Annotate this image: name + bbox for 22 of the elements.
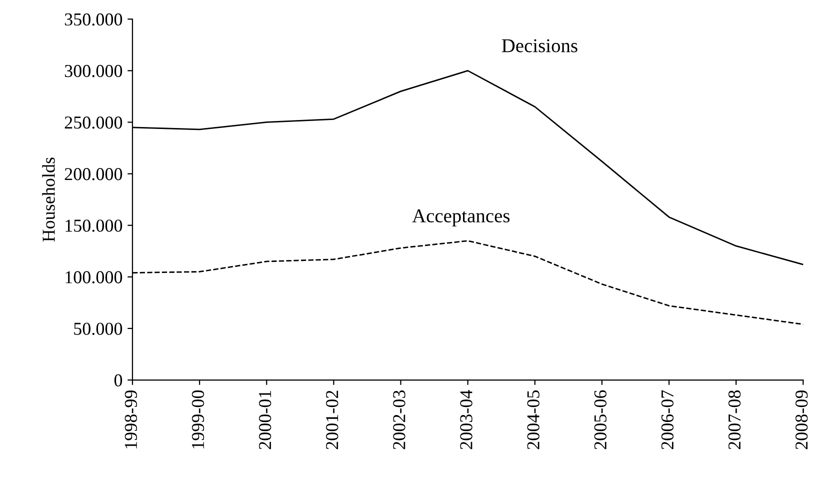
series-label: Decisions <box>502 39 578 52</box>
x-tick-label: 2000-01 <box>258 390 272 450</box>
x-tick-label: 2004-05 <box>527 390 540 450</box>
x-tick-label: 2002-03 <box>393 390 406 450</box>
x-tick-label: 2001-02 <box>326 390 338 450</box>
series-label: Acceptances <box>412 209 510 226</box>
y-tick-label: 100.000 <box>66 271 122 284</box>
x-tick-label: 2007-08 <box>728 390 741 450</box>
y-tick-label: 150.000 <box>66 220 122 232</box>
y-axis-title: Households <box>42 158 55 242</box>
x-tick-label: 2008-09 <box>795 390 808 450</box>
y-tick-label: 350.000 <box>64 13 122 26</box>
x-tick-label: 1999-00 <box>192 390 204 448</box>
y-tick-label: 200.000 <box>64 168 122 180</box>
x-tick-label: 1998-99 <box>124 390 137 448</box>
y-tick-label: 0 <box>114 374 122 386</box>
x-tick-label: 2003-04 <box>460 390 472 450</box>
y-tick-label: 300.000 <box>64 64 122 78</box>
x-tick-label: 2006-07 <box>661 390 674 450</box>
y-tick-label: 250.000 <box>64 116 122 129</box>
x-tick-label: 2005-06 <box>594 390 606 450</box>
y-tick-label: 50.000 <box>74 322 122 335</box>
